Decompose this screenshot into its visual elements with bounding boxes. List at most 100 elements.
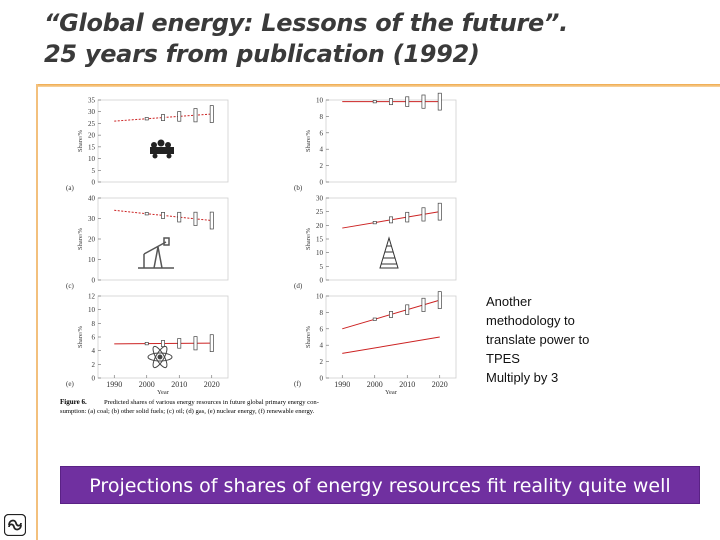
y-tick-label: 5 [92, 167, 96, 175]
y-tick-label: 4 [320, 342, 324, 350]
slide-title: “Global energy: Lessons of the future”. … [44, 8, 684, 70]
projection-range-f [437, 291, 442, 309]
accent-rule-left [36, 84, 38, 540]
y-tick-label: 5 [320, 263, 324, 271]
projection-range-f [405, 304, 410, 315]
figure-6: 35 30 25 20 15 10 5 0 Share/% (a) 10 8 6 4 2 0 Share/% (b… [58, 90, 478, 420]
y-tick-label: 10 [316, 97, 324, 105]
note-line-2: methodology to [486, 313, 575, 328]
panel-frame-f [325, 295, 457, 379]
y-axis-label: Share/% [77, 129, 84, 152]
projection-range-b [372, 100, 377, 104]
y-axis-label: Share/% [305, 325, 312, 348]
y-tick-label: 6 [320, 325, 324, 333]
x-tick-label: 2010 [171, 380, 187, 389]
y-tick-label: 30 [88, 108, 96, 116]
y-axis-label: Share/% [305, 227, 312, 250]
y-tick-label: 0 [92, 277, 96, 285]
y-tick-label: 6 [92, 334, 96, 342]
y-tick-label: 12 [88, 293, 96, 301]
y-tick-label: 10 [316, 249, 324, 257]
projection-range-b [437, 92, 442, 111]
y-tick-label: 30 [88, 215, 96, 223]
accent-rule-top [36, 84, 720, 87]
y-tick-label: 35 [88, 97, 96, 105]
projection-range-c [144, 212, 149, 216]
y-tick-label: 2 [320, 162, 324, 170]
y-tick-label: 8 [320, 113, 324, 121]
y-tick-label: 0 [92, 179, 96, 187]
projection-range-f [389, 311, 393, 318]
y-tick-label: 20 [88, 236, 96, 244]
y-tick-label: 0 [320, 375, 324, 383]
y-tick-label: 0 [320, 277, 324, 285]
x-tick-label: 2000 [139, 380, 155, 389]
projection-range-a [177, 111, 182, 122]
figure-svg: 35302520151050Share/%(a)1086420Share/%(b… [60, 92, 457, 415]
y-tick-label: 25 [88, 120, 96, 128]
y-tick-label: 10 [88, 256, 96, 264]
projection-range-a [144, 117, 149, 121]
projection-range-e [209, 334, 214, 352]
y-tick-label: 15 [316, 236, 324, 244]
figure-caption-lead: Figure 6. [60, 398, 87, 406]
panel-label-c: (c) [66, 282, 74, 290]
y-tick-label: 30 [316, 195, 324, 203]
projection-range-a [193, 108, 198, 123]
projection-range-e [161, 340, 165, 347]
x-tick-label: 2020 [432, 380, 448, 389]
y-tick-label: 8 [92, 320, 96, 328]
panel-frame-b [325, 99, 457, 183]
projection-range-e [177, 338, 182, 349]
projection-range-c [193, 211, 198, 226]
panel-frame-e [97, 295, 229, 379]
y-tick-label: 2 [92, 361, 96, 369]
title-line-2: 25 years from publication (1992) [44, 40, 480, 68]
y-tick-label: 20 [88, 132, 96, 140]
y-tick-label: 0 [320, 179, 324, 187]
y-tick-label: 4 [92, 347, 96, 355]
projection-range-b [389, 98, 393, 106]
atom-icon [147, 345, 173, 369]
gas-tower-icon [379, 236, 399, 269]
x-tick-label: 2010 [399, 380, 415, 389]
x-tick-label: 2020 [204, 380, 220, 389]
projection-range-b [421, 94, 426, 109]
x-axis-label: Year [385, 389, 398, 396]
y-tick-label: 10 [316, 293, 324, 301]
projection-range-e [193, 336, 198, 351]
projection-range-d [421, 207, 426, 222]
y-tick-label: 4 [320, 146, 324, 154]
projection-range-b [405, 96, 410, 107]
projection-range-d [389, 216, 393, 224]
projection-range-c [161, 212, 165, 219]
figure-caption-line-2: sumption: (a) coal; (b) other solid fuel… [60, 408, 315, 415]
projection-range-d [405, 211, 410, 223]
projection-range-c [209, 211, 214, 230]
note-line-5: Multiply by 3 [486, 370, 559, 385]
y-axis-label: Share/% [77, 325, 84, 348]
y-tick-label: 6 [320, 129, 324, 137]
projection-range-f [372, 317, 377, 321]
y-tick-label: 0 [92, 375, 96, 383]
note-line-3: translate power to [486, 332, 590, 347]
y-axis-label: Share/% [77, 227, 84, 250]
oil-pump-icon [138, 237, 174, 269]
methodology-note: Another methodology to translate power t… [486, 292, 626, 387]
coal-cart-icon [150, 139, 174, 159]
y-axis-label: Share/% [305, 129, 312, 152]
y-tick-label: 10 [88, 155, 96, 163]
y-tick-label: 10 [88, 306, 96, 314]
y-tick-label: 15 [88, 143, 96, 151]
projection-range-a [161, 114, 165, 121]
panel-label-a: (a) [66, 184, 74, 192]
panel-label-e: (e) [66, 380, 74, 388]
figure-caption-line-1: Predicted shares of various energy resou… [104, 399, 319, 406]
panel-label-f: (f) [294, 380, 302, 388]
x-axis-label: Year [157, 389, 170, 396]
x-tick-label: 2000 [367, 380, 383, 389]
projection-range-d [437, 202, 442, 221]
projection-range-c [177, 211, 182, 223]
title-line-1: “Global energy: Lessons of the future”. [44, 9, 568, 37]
projection-range-a [209, 105, 214, 123]
